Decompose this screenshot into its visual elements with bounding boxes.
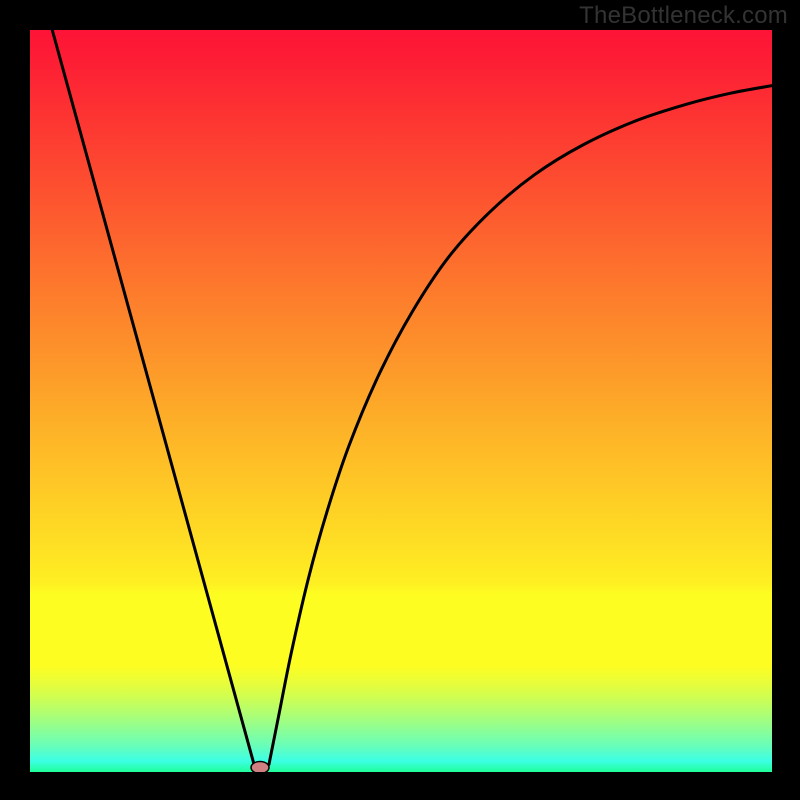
plot-svg xyxy=(30,30,772,772)
chart-wrapper: TheBottleneck.com xyxy=(0,0,800,800)
gradient-background xyxy=(30,30,772,772)
minimum-marker xyxy=(251,762,269,772)
plot-area xyxy=(30,30,772,772)
watermark-text: TheBottleneck.com xyxy=(579,2,788,30)
